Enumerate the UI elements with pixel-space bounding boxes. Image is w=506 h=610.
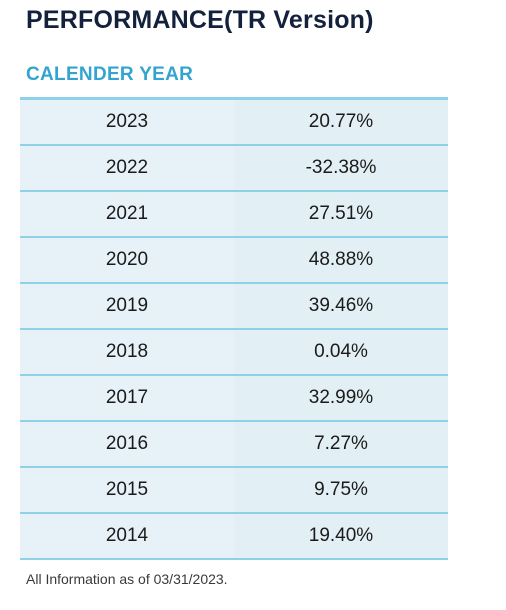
return-cell: 19.40% bbox=[234, 514, 448, 558]
table-row: 2020 48.88% bbox=[20, 238, 448, 284]
table-row: 2017 32.99% bbox=[20, 376, 448, 422]
footnote: All Information as of 03/31/2023. bbox=[26, 571, 228, 587]
return-cell: 9.75% bbox=[234, 468, 448, 512]
year-cell: 2023 bbox=[20, 100, 234, 144]
year-cell: 2020 bbox=[20, 238, 234, 282]
table-row: 2019 39.46% bbox=[20, 284, 448, 330]
table-row: 2022 -32.38% bbox=[20, 146, 448, 192]
table-row: 2018 0.04% bbox=[20, 330, 448, 376]
return-cell: 0.04% bbox=[234, 330, 448, 374]
table-row: 2023 20.77% bbox=[20, 100, 448, 146]
return-cell: 27.51% bbox=[234, 192, 448, 236]
year-cell: 2021 bbox=[20, 192, 234, 236]
year-cell: 2015 bbox=[20, 468, 234, 512]
year-cell: 2017 bbox=[20, 376, 234, 420]
performance-table: 2023 20.77% 2022 -32.38% 2021 27.51% 202… bbox=[20, 97, 448, 560]
return-cell: 32.99% bbox=[234, 376, 448, 420]
table-row: 2021 27.51% bbox=[20, 192, 448, 238]
table-row: 2016 7.27% bbox=[20, 422, 448, 468]
year-cell: 2014 bbox=[20, 514, 234, 558]
year-cell: 2022 bbox=[20, 146, 234, 190]
return-cell: 48.88% bbox=[234, 238, 448, 282]
year-cell: 2018 bbox=[20, 330, 234, 374]
return-cell: 7.27% bbox=[234, 422, 448, 466]
year-cell: 2016 bbox=[20, 422, 234, 466]
section-subtitle: CALENDER YEAR bbox=[26, 64, 194, 85]
page-title: PERFORMANCE(TR Version) bbox=[26, 6, 374, 34]
return-cell: 39.46% bbox=[234, 284, 448, 328]
return-cell: 20.77% bbox=[234, 100, 448, 144]
year-cell: 2019 bbox=[20, 284, 234, 328]
table-row: 2014 19.40% bbox=[20, 514, 448, 560]
return-cell: -32.38% bbox=[234, 146, 448, 190]
table-row: 2015 9.75% bbox=[20, 468, 448, 514]
